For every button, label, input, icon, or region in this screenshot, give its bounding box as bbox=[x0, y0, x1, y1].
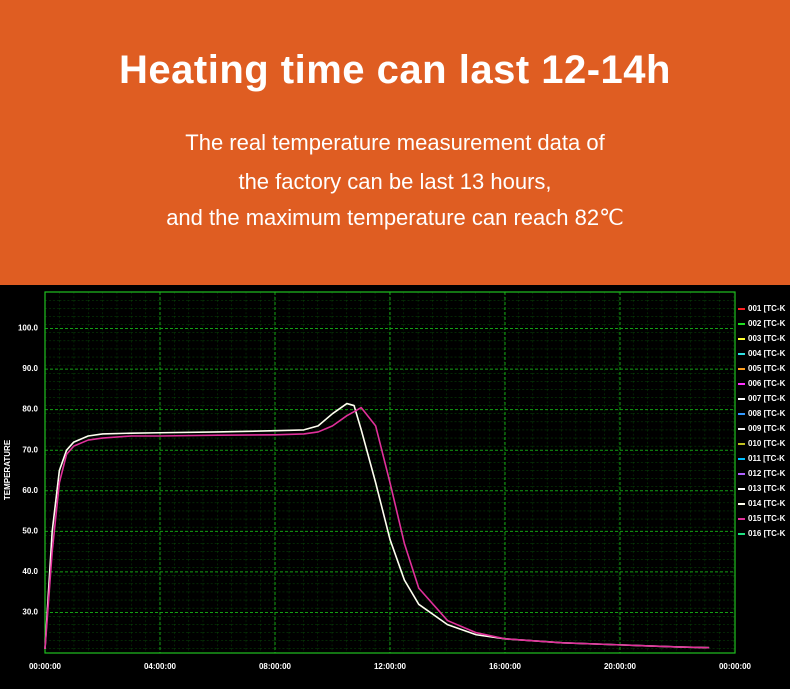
legend-label: 016 [TC-K bbox=[748, 529, 786, 538]
legend-label: 003 [TC-K bbox=[748, 334, 786, 343]
header: Heating time can last 12-14h The real te… bbox=[0, 0, 790, 285]
x-tick-label: 08:00:00 bbox=[259, 662, 292, 671]
legend-label: 006 [TC-K bbox=[748, 379, 786, 388]
legend-label: 008 [TC-K bbox=[748, 409, 786, 418]
legend-label: 015 [TC-K bbox=[748, 514, 786, 523]
legend-label: 014 [TC-K bbox=[748, 499, 786, 508]
subtitle-line: and the maximum temperature can reach 82… bbox=[166, 205, 624, 230]
y-tick-label: 80.0 bbox=[22, 405, 38, 414]
x-tick-label: 12:00:00 bbox=[374, 662, 407, 671]
legend-label: 012 [TC-K bbox=[748, 469, 786, 478]
legend-label: 004 [TC-K bbox=[748, 349, 786, 358]
legend-label: 011 [TC-K bbox=[748, 454, 785, 463]
legend-label: 001 [TC-K bbox=[748, 304, 786, 313]
x-tick-label: 00:00:00 bbox=[719, 662, 752, 671]
plot-frame bbox=[44, 291, 736, 654]
subtitle-line: The real temperature measurement data of bbox=[185, 130, 605, 155]
y-tick-label: 60.0 bbox=[22, 486, 38, 495]
y-tick-label: 90.0 bbox=[22, 364, 38, 373]
legend-label: 002 [TC-K bbox=[748, 319, 786, 328]
chart: TEMPERATURE 30.0 40.0 50.0 60.0 70.0 80.0 90.0… bbox=[3, 291, 786, 671]
legend-label: 009 [TC-K bbox=[748, 424, 786, 433]
title: Heating time can last 12-14h bbox=[119, 48, 671, 92]
x-tick-label: 00:00:00 bbox=[29, 662, 62, 671]
x-tick-label: 04:00:00 bbox=[144, 662, 177, 671]
legend-label: 005 [TC-K bbox=[748, 364, 786, 373]
y-axis-label: TEMPERATURE bbox=[3, 439, 12, 500]
line bbox=[44, 402, 710, 649]
x-tick-label: 16:00:00 bbox=[489, 662, 522, 671]
y-tick-label: 70.0 bbox=[22, 445, 38, 454]
y-tick-label: 40.0 bbox=[22, 567, 38, 576]
legend-label: 007 [TC-K bbox=[748, 394, 786, 403]
legend-label: 013 [TC-K bbox=[748, 484, 786, 493]
y-tick-label: 100.0 bbox=[18, 324, 39, 333]
subtitle-line: the factory can be last 13 hours, bbox=[238, 169, 552, 194]
y-tick-label: 30.0 bbox=[22, 608, 38, 617]
y-tick-label: 50.0 bbox=[22, 526, 38, 535]
line bbox=[44, 406, 710, 650]
x-tick-label: 20:00:00 bbox=[604, 662, 637, 671]
legend-label: 010 [TC-K bbox=[748, 439, 786, 448]
